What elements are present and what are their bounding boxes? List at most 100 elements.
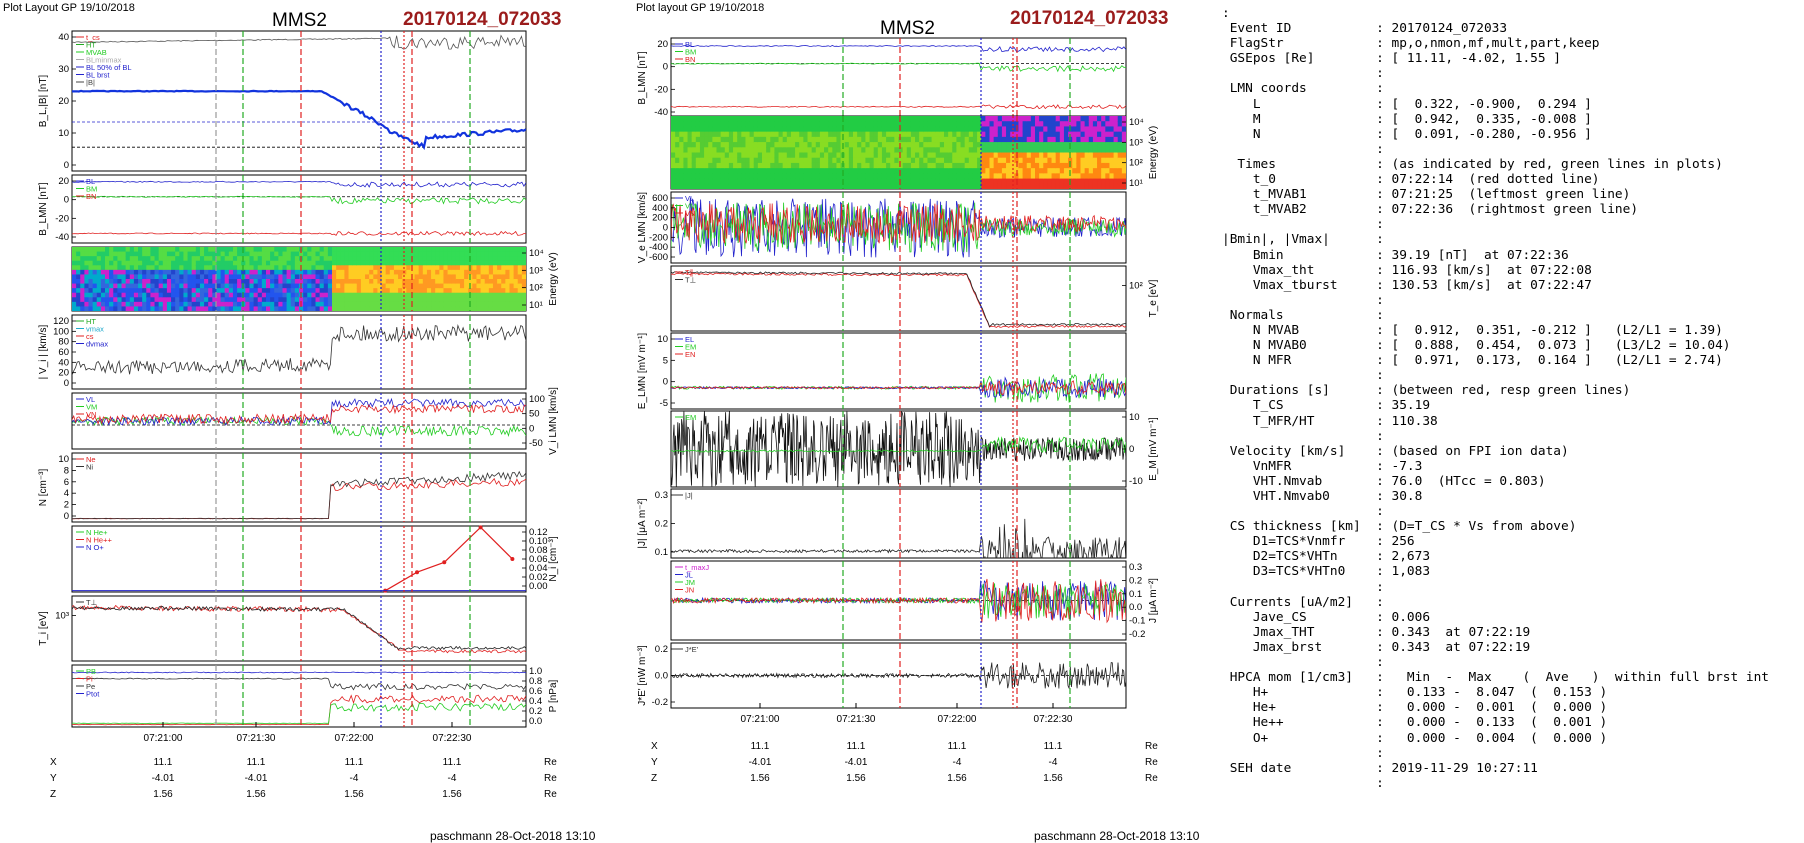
spectrogram-cell bbox=[286, 292, 292, 298]
spectrogram-cell bbox=[199, 301, 205, 308]
spectrogram-cell bbox=[910, 183, 916, 189]
spectrogram-cell bbox=[410, 260, 416, 266]
spectrogram-cell bbox=[113, 247, 118, 253]
spectrogram-cell bbox=[675, 162, 680, 169]
spectrogram-cell bbox=[150, 301, 156, 308]
spectrogram-cell bbox=[766, 147, 771, 154]
spectrogram-cell bbox=[1117, 173, 1123, 180]
spectrogram-cell bbox=[1072, 136, 1077, 143]
spectrogram-cell bbox=[249, 256, 255, 262]
series-BL bbox=[72, 89, 526, 151]
spectrogram-cell bbox=[1072, 173, 1077, 180]
spectrogram-cell bbox=[270, 251, 275, 257]
spectrogram-cell bbox=[1084, 178, 1090, 185]
left-spacecraft-title: MMS2 bbox=[272, 10, 327, 31]
spectrogram-cell bbox=[811, 131, 817, 138]
spectrogram-cell bbox=[265, 301, 271, 308]
spectrogram-cell bbox=[187, 256, 193, 262]
spectrogram-cell bbox=[311, 283, 317, 289]
spectrogram-cell bbox=[336, 247, 341, 253]
spectrogram-cell bbox=[1109, 121, 1115, 128]
spectrogram-cell bbox=[952, 142, 958, 148]
spectrogram-cell bbox=[179, 283, 185, 289]
spectrogram-cell bbox=[704, 173, 709, 180]
spectrogram-cell bbox=[224, 247, 230, 253]
spectrogram-cell bbox=[418, 283, 424, 289]
spectrogram-cell bbox=[443, 256, 449, 262]
spectrogram-cell bbox=[1121, 131, 1126, 138]
spectrogram-cell bbox=[488, 283, 494, 289]
spectrogram-cell bbox=[910, 116, 916, 122]
spectrogram-cell bbox=[327, 283, 333, 289]
spectrogram-cell bbox=[890, 157, 895, 164]
spectrogram-cell bbox=[1047, 157, 1053, 164]
spectrogram-cell bbox=[344, 274, 350, 280]
spectrogram-cell bbox=[150, 247, 156, 253]
spectrogram-cell bbox=[873, 136, 879, 143]
spectrogram-cell bbox=[745, 147, 751, 154]
spectrogram-cell bbox=[224, 292, 230, 298]
spectrogram-cell bbox=[741, 126, 747, 133]
spectrogram-cell bbox=[890, 126, 895, 133]
series-EN bbox=[671, 380, 1126, 396]
spectrogram-cell bbox=[505, 306, 511, 311]
spectrogram-cell bbox=[418, 279, 424, 285]
spectrogram-cell bbox=[146, 269, 152, 276]
spectrogram-cell bbox=[824, 116, 829, 122]
spectrogram-cell bbox=[968, 168, 974, 174]
spectrogram-cell bbox=[245, 265, 251, 271]
spectrogram-cell bbox=[728, 178, 734, 185]
spectrogram-cell bbox=[261, 265, 267, 271]
spectrogram-cell bbox=[935, 121, 941, 128]
spectrogram-cell bbox=[162, 269, 168, 276]
y-tick-label: 100 bbox=[529, 394, 545, 405]
spectrogram-cell bbox=[782, 162, 788, 169]
spectrogram-cell bbox=[290, 301, 296, 308]
spectrogram-cell bbox=[265, 283, 271, 289]
spectrogram-cell bbox=[1022, 142, 1028, 148]
spectrogram-cell bbox=[142, 256, 147, 262]
spectrogram-cell bbox=[373, 247, 379, 253]
spectrogram-cell bbox=[216, 279, 222, 285]
spectrogram-cell bbox=[869, 131, 875, 138]
spectrogram-cell bbox=[492, 301, 498, 308]
spectrogram-cell bbox=[1109, 147, 1115, 154]
spectrogram-cell bbox=[220, 297, 226, 303]
spectrogram-cell bbox=[683, 157, 689, 164]
spectrogram-cell bbox=[985, 162, 991, 169]
spectrogram-cell bbox=[1039, 168, 1044, 174]
pos-row-value: -4.01 bbox=[845, 757, 868, 768]
spectrogram-cell bbox=[208, 256, 213, 262]
spectrogram-cell bbox=[886, 162, 891, 169]
spectrogram-cell bbox=[237, 274, 242, 280]
spectrogram-cell bbox=[228, 297, 234, 303]
spectrogram-cell bbox=[1121, 126, 1126, 133]
spectrogram-cell bbox=[125, 247, 131, 253]
spectrogram-cell bbox=[352, 251, 358, 257]
spectrogram-cell bbox=[290, 251, 296, 257]
spectrogram-cell bbox=[898, 168, 904, 174]
y-tick-label: 0 bbox=[663, 223, 668, 234]
spectrogram-cell bbox=[861, 173, 867, 180]
spectrogram-cell bbox=[782, 131, 788, 138]
spectrogram-cell bbox=[199, 274, 205, 280]
y-tick-label: 0 bbox=[64, 160, 69, 171]
spectrogram-cell bbox=[923, 173, 929, 180]
legend-label: dvmax bbox=[86, 340, 108, 349]
spectrogram-cell bbox=[1088, 162, 1094, 169]
spectrogram-cell bbox=[146, 301, 152, 308]
spectrogram-cell bbox=[985, 116, 991, 122]
spectrogram-cell bbox=[224, 269, 230, 276]
spectrogram-cell bbox=[799, 168, 804, 174]
spectrogram-cell bbox=[919, 157, 924, 164]
spectrogram-cell bbox=[865, 116, 871, 122]
spectrogram-cell bbox=[1063, 162, 1069, 169]
spectrogram-cell bbox=[340, 297, 345, 303]
spectrogram-cell bbox=[290, 283, 296, 289]
spectrogram-cell bbox=[509, 301, 515, 308]
spectrogram-cell bbox=[811, 173, 817, 180]
panel-frame bbox=[71, 595, 527, 662]
spectrogram-cell bbox=[459, 274, 465, 280]
spectrogram-cell bbox=[501, 292, 506, 298]
spectrogram-cell bbox=[117, 279, 123, 285]
